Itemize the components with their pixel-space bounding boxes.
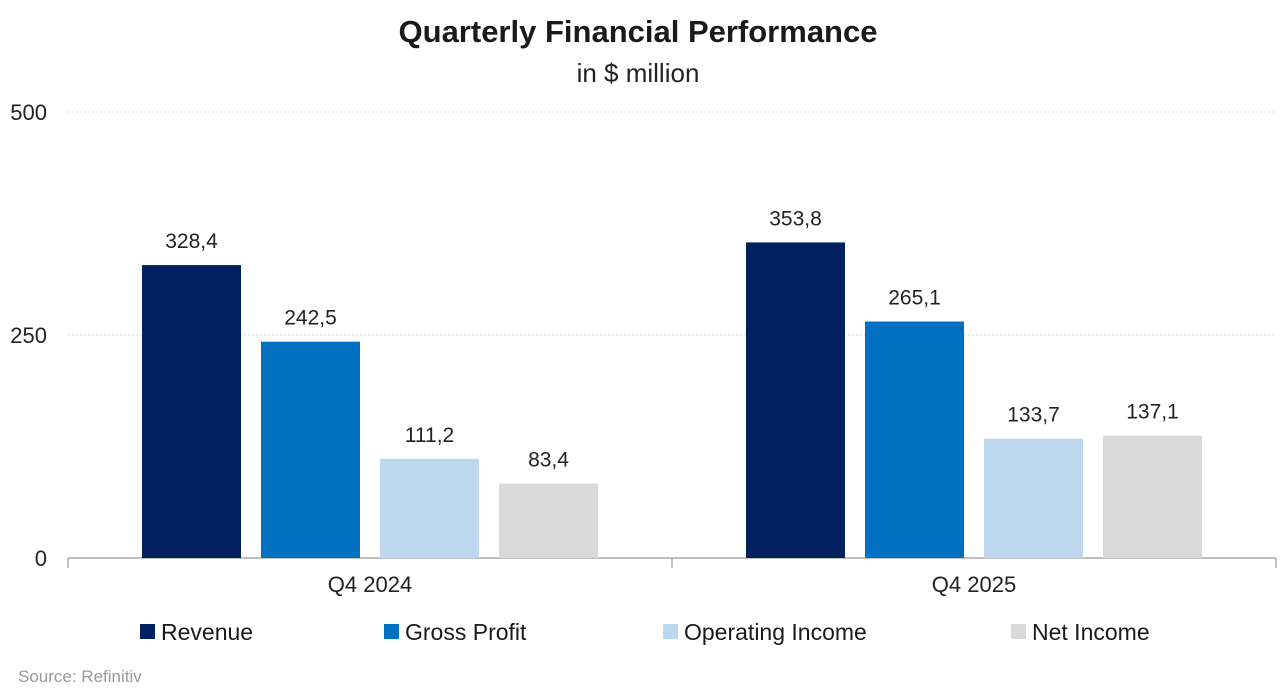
source-note: Source: Refinitiv: [18, 667, 142, 686]
bar-revenue-q4-2024: [142, 265, 241, 558]
y-tick-label: 250: [10, 323, 47, 348]
data-label-gross-profit-q4-2024: 242,5: [284, 307, 337, 330]
x-tick-label: Q4 2024: [328, 572, 412, 597]
legend-swatch-gross-profit: [384, 624, 399, 639]
legend-label-revenue: Revenue: [161, 619, 253, 645]
bar-operating-income-q4-2025: [984, 438, 1083, 558]
legend-label-operating-income: Operating Income: [684, 619, 867, 645]
legend-swatch-net-income: [1011, 624, 1026, 639]
x-axis: [67, 557, 1277, 568]
bar-revenue-q4-2025: [746, 242, 845, 558]
bar-net-income-q4-2025: [1103, 435, 1202, 558]
chart-subtitle: in $ million: [577, 58, 700, 88]
legend-swatch-operating-income: [663, 624, 678, 639]
gridlines: [68, 111, 1276, 336]
bar-operating-income-q4-2024: [380, 458, 479, 558]
data-label-operating-income-q4-2025: 133,7: [1007, 404, 1060, 427]
legend-swatch-revenue: [140, 624, 155, 639]
bar-gross-profit-q4-2025: [865, 321, 964, 558]
data-label-operating-income-q4-2024: 111,2: [405, 424, 454, 447]
data-labels: 328,4 242,5 111,2 83,4 353,8 265,1 133,7 137,1: [165, 207, 1179, 471]
legend-label-gross-profit: Gross Profit: [405, 619, 527, 645]
data-label-gross-profit-q4-2025: 265,1: [888, 287, 941, 310]
y-tick-label: 500: [10, 100, 47, 125]
bar-gross-profit-q4-2024: [261, 341, 360, 558]
data-label-net-income-q4-2024: 83,4: [528, 449, 569, 472]
data-label-revenue-q4-2024: 328,4: [165, 230, 218, 253]
y-tick-label: 0: [35, 546, 47, 571]
legend: Revenue Gross Profit Operating Income Net I…: [140, 619, 1150, 645]
x-axis-ticks: Q4 2024 Q4 2025: [328, 572, 1016, 597]
x-tick-label: Q4 2025: [932, 572, 1016, 597]
bars: [142, 242, 1202, 558]
data-label-revenue-q4-2025: 353,8: [769, 207, 822, 230]
legend-label-net-income: Net Income: [1032, 619, 1150, 645]
bar-net-income-q4-2024: [499, 483, 598, 558]
y-axis-ticks: 0 250 500: [10, 100, 47, 571]
data-label-net-income-q4-2025: 137,1: [1126, 401, 1179, 424]
chart-title: Quarterly Financial Performance: [399, 14, 878, 49]
